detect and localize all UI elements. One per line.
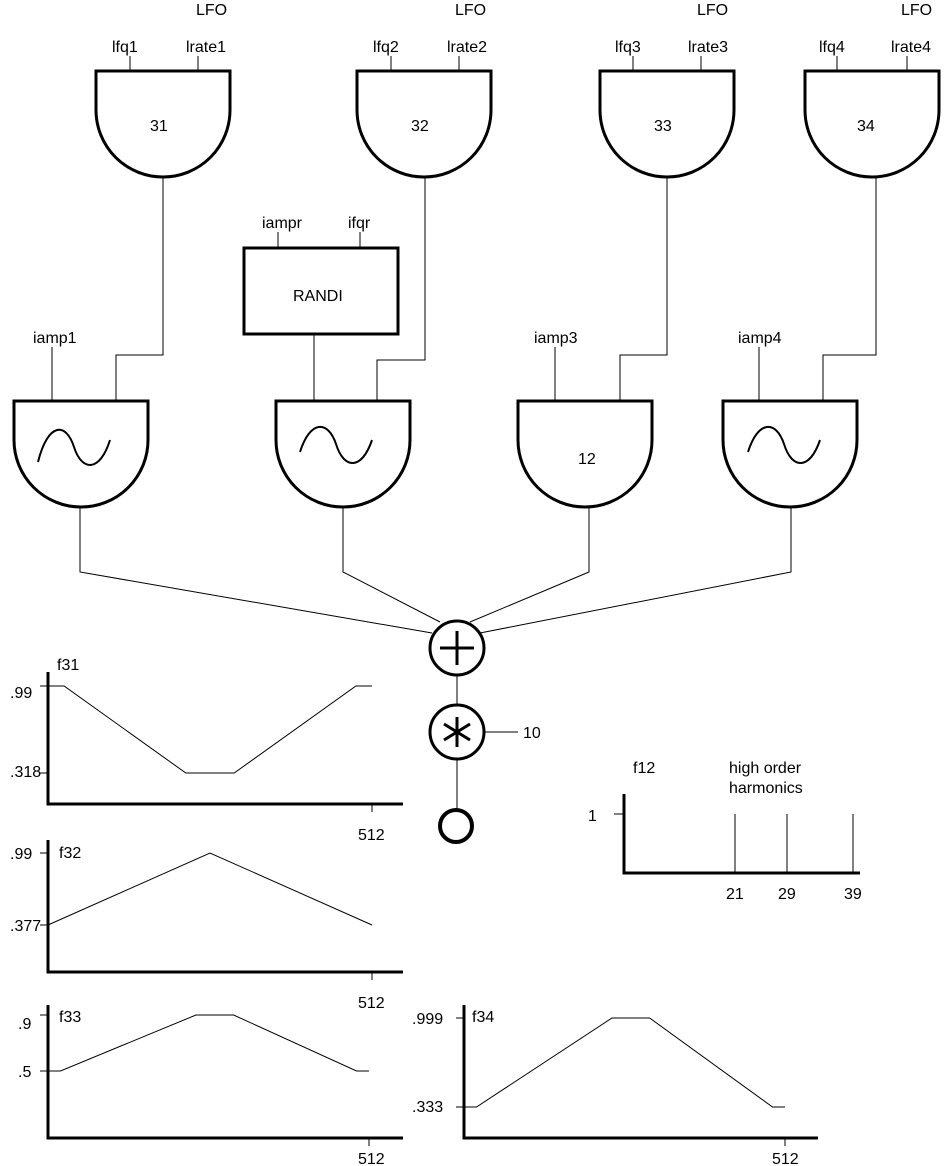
y-label-top: .99 [10, 685, 32, 702]
lfo-table-number: 34 [857, 118, 875, 135]
table-name: f12 [633, 760, 655, 777]
function-table-f33: f33 .9 .5 512 [18, 1005, 403, 1166]
axes [46, 672, 403, 806]
randi-unit: iampr ifqr RANDI [242, 215, 400, 336]
lfo-oscillator-shape [803, 69, 941, 179]
mixer-chain: 10 [428, 619, 541, 844]
lfo-rate-param: lrate4 [891, 39, 931, 56]
harmonic-number: 39 [844, 886, 862, 903]
axes [622, 794, 860, 875]
table-curve [47, 852, 373, 926]
harmonic-bars: 21 29 39 [726, 814, 862, 903]
lfo-freq-param: lfq2 [373, 39, 399, 56]
lfo-table-number: 32 [411, 118, 429, 135]
randi-freq-param: ifqr [348, 215, 371, 232]
lfo-type-label: LFO [455, 2, 486, 19]
lfo-oscillator-shape [94, 69, 232, 179]
oscillator-shape [274, 399, 412, 509]
lfo-freq-param: lfq1 [112, 39, 138, 56]
x-label: 512 [358, 995, 385, 1012]
axes [46, 840, 403, 974]
oscillator-3: iamp3 12 [516, 330, 654, 509]
oscillator-1: iamp1 [12, 330, 150, 509]
y-label-top: .99 [10, 846, 32, 863]
lfo-freq-param: lfq4 [819, 39, 845, 56]
lfo-rate-param: lrate1 [186, 39, 226, 56]
sine-icon [747, 425, 821, 464]
axes [46, 1005, 403, 1140]
table-curve [464, 1017, 785, 1108]
lfo-table-number: 31 [150, 118, 168, 135]
randi-amp-param: iampr [262, 215, 303, 232]
plus-icon [440, 631, 474, 665]
output-circle-icon [438, 808, 474, 844]
lfo-to-oscillator-connections [115, 178, 877, 401]
axes [462, 1005, 818, 1140]
lfo-oscillator-shape [598, 69, 736, 179]
function-table-f34: f34 .999 .333 512 [412, 1005, 818, 1166]
y-label-bottom: .333 [412, 1099, 443, 1116]
lfo-unit-4: LFO lfq4 lrate4 34 [803, 2, 941, 179]
harmonic-number: 29 [778, 886, 796, 903]
y-label: 1 [588, 808, 597, 825]
scale-value: 10 [523, 725, 541, 742]
table-curve [48, 685, 372, 774]
lfo-unit-2: LFO lfq2 lrate2 32 [355, 2, 493, 179]
x-label: 512 [358, 827, 385, 844]
lfo-freq-param: lfq3 [615, 39, 641, 56]
harmonics-table-f12: f12 high order harmonics 1 21 29 39 [588, 760, 862, 903]
function-table-f32: f32 .99 .377 512 [10, 840, 403, 1012]
oscillator-to-adder-connections [79, 508, 792, 634]
oscillator-amp-param: iamp1 [33, 330, 77, 347]
oscillator-amp-param: iamp3 [534, 330, 578, 347]
caption-line-2: harmonics [729, 780, 803, 797]
function-table-f31: f31 .99 .318 512 [10, 657, 403, 844]
lfo-unit-3: LFO lfq3 lrate3 33 [598, 2, 736, 179]
x-label: 512 [772, 1151, 799, 1166]
y-label-bottom: .377 [10, 918, 41, 935]
lfo-type-label: LFO [697, 2, 728, 19]
harmonic-number: 21 [726, 886, 744, 903]
randi-label: RANDI [293, 288, 343, 305]
lfo-type-label: LFO [196, 2, 227, 19]
lfo-rate-param: lrate2 [447, 39, 487, 56]
table-name: f34 [472, 1009, 494, 1026]
lfo-unit-1: LFO lfq1 lrate1 31 [94, 2, 232, 179]
oscillator-shape [12, 399, 150, 509]
lfo-type-label: LFO [901, 2, 932, 19]
oscillator-shape [721, 399, 859, 509]
randi-box [242, 246, 400, 336]
table-name: f32 [59, 845, 81, 862]
oscillator-4: iamp4 [721, 330, 859, 509]
x-label: 512 [358, 1151, 385, 1166]
y-label-bottom: .5 [18, 1064, 31, 1081]
lfo-table-number: 33 [654, 118, 672, 135]
y-label-top: .999 [412, 1011, 443, 1028]
y-label-top: .9 [18, 1016, 31, 1033]
sine-icon [299, 425, 373, 464]
y-label-bottom: .318 [10, 764, 41, 781]
caption-line-1: high order [729, 760, 802, 777]
oscillator-amp-param: iamp4 [738, 330, 782, 347]
asterisk-icon [443, 717, 471, 747]
table-curve [48, 1014, 369, 1072]
lfo-rate-param: lrate3 [688, 39, 728, 56]
oscillator-table-number: 12 [578, 451, 596, 468]
lfo-oscillator-shape [355, 69, 493, 179]
table-name: f31 [57, 657, 79, 674]
oscillator-2 [274, 334, 412, 509]
table-name: f33 [59, 1009, 81, 1026]
oscillator-shape [516, 399, 654, 509]
sine-icon [37, 428, 111, 466]
